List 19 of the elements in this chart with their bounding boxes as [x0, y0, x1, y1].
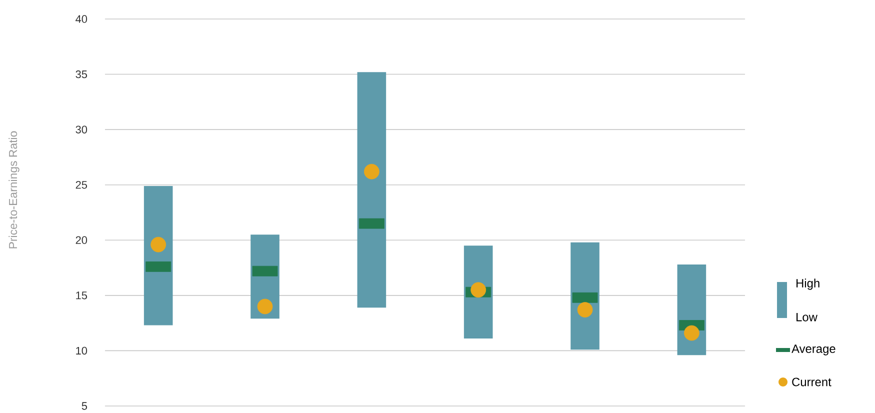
y-tick-label: 30 — [76, 126, 88, 134]
text: High Low — [796, 278, 820, 322]
bar — [357, 72, 386, 308]
y-tick-label: 35 — [76, 70, 88, 78]
point — [150, 236, 166, 252]
legend-label: Average — [792, 344, 836, 356]
point — [257, 298, 273, 314]
point — [577, 302, 593, 318]
y-tick-label: 20 — [76, 236, 88, 244]
y-axis-title: Price-to-Earnings Ratio — [8, 131, 20, 248]
y-tick-label: 40 — [76, 15, 88, 23]
legend-label: Current — [792, 378, 832, 386]
y-tick-label: 10 — [76, 346, 88, 355]
point — [470, 282, 486, 298]
y-tick-label: 5 — [82, 402, 88, 410]
point — [364, 164, 380, 180]
y-tick-label: 15 — [76, 292, 88, 300]
point — [684, 325, 700, 341]
y-tick-label: 25 — [76, 180, 88, 189]
